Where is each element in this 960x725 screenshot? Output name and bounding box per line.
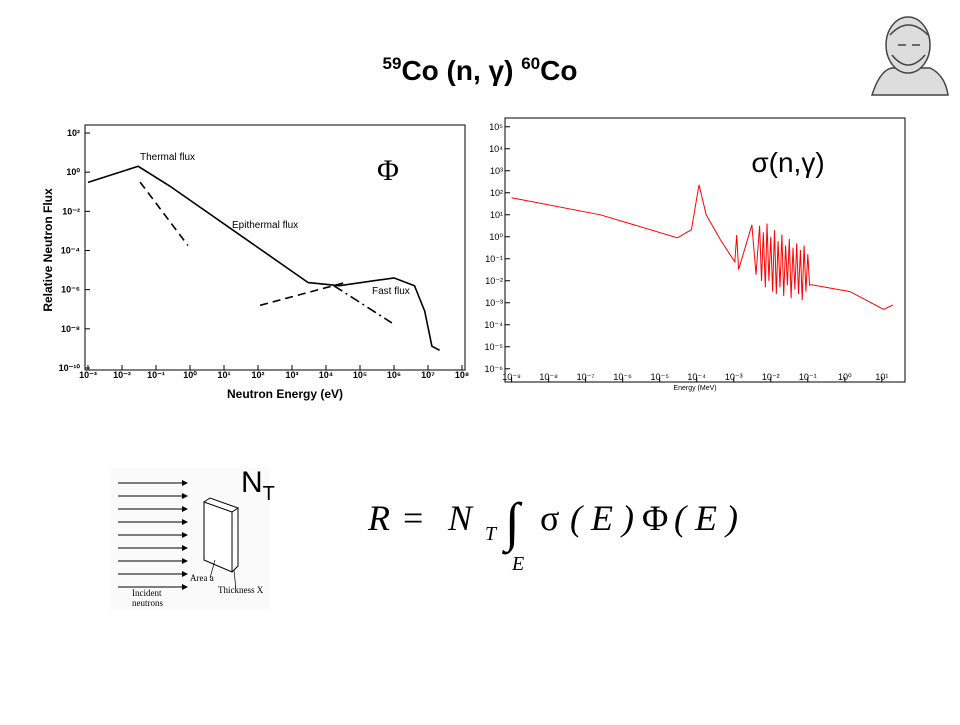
y-tick-label: 10⁻¹⁰ — [59, 363, 81, 373]
formula-phi: Φ — [642, 498, 668, 538]
formula-arg: ( E ) — [674, 498, 738, 538]
y-tick-label: 10⁰ — [489, 232, 503, 242]
plot-frame — [504, 117, 906, 383]
x-tick-label: 10⁻⁵ — [650, 372, 669, 382]
arrows — [118, 482, 182, 588]
x-tick-label: 10⁻⁶ — [613, 372, 632, 382]
slide-title: 59Co (n, γ) 60Co — [383, 54, 578, 86]
formula-arg: ( E ) — [570, 498, 634, 538]
target-subscript: T — [263, 483, 275, 505]
x-tick-label: 10⁸ — [455, 370, 469, 380]
y-tick-label: 10² — [490, 188, 503, 198]
y-tick-label: 10¹ — [490, 210, 503, 220]
formula-lhs: R — [367, 498, 390, 538]
x-tick-label: 10¹ — [217, 370, 230, 380]
y-tick-label: 10⁵ — [489, 122, 503, 132]
formula-lower: E — [511, 553, 524, 575]
annotation: Fast flux — [372, 286, 410, 297]
x-tick-label: 10¹ — [875, 372, 888, 382]
x-tick-label: 10⁻² — [762, 372, 780, 382]
x-tick-label: 10⁴ — [319, 370, 333, 380]
thickness-label: Thickness X — [218, 585, 264, 595]
x-tick-label: 10⁵ — [353, 370, 367, 380]
formula: R = N T ∫ E σ ( E ) Φ ( E ) — [367, 492, 738, 575]
chart-symbol: Φ — [377, 154, 399, 187]
x-tick-label: 10⁶ — [387, 370, 401, 380]
mass-number: 60 — [521, 54, 540, 73]
target-label: NT — [241, 466, 275, 505]
x-tick-label: 10⁻¹ — [147, 370, 165, 380]
x-axis-title: Neutron Energy (eV) — [227, 387, 343, 401]
x-tick-label: 10⁻¹ — [799, 372, 817, 382]
title-text: Co (n, γ) — [401, 55, 521, 86]
y-tick-label: 10⁻⁴ — [484, 320, 503, 330]
y-tick-label: 10⁰ — [66, 167, 80, 177]
formula-sub: T — [485, 523, 498, 545]
x-tick-label: 10⁻⁹ — [502, 372, 521, 382]
neutron-diagram: Area a Thickness X Incident neutrons NT — [110, 466, 275, 610]
x-tick-label: 10⁰ — [183, 370, 197, 380]
bust-icon — [870, 16, 949, 96]
x-tick-label: 10⁷ — [421, 370, 435, 380]
annotation: Epithermal flux — [232, 220, 298, 231]
formula-sigma: σ — [540, 498, 559, 538]
chart-symbol: σ(n,γ) — [751, 147, 824, 178]
x-tick-label: 10⁻³ — [79, 370, 97, 380]
formula-integral: ∫ — [502, 492, 523, 555]
incident-label: neutrons — [132, 598, 163, 608]
y-axis-title: Relative Neutron Flux — [41, 188, 55, 312]
x-tick-label: 10² — [251, 370, 264, 380]
x-tick-label: 10⁻⁴ — [687, 372, 706, 382]
y-tick-label: 10⁻¹ — [485, 254, 503, 264]
y-tick-label: 10⁻⁶ — [61, 285, 80, 295]
leader-lines — [209, 559, 237, 591]
data-line — [259, 281, 346, 307]
y-tick-label: 10² — [67, 128, 80, 138]
y-tick-label: 10⁻³ — [485, 298, 503, 308]
diagram-background — [110, 468, 270, 610]
y-tick-label: 10³ — [490, 166, 503, 176]
mass-number: 59 — [383, 54, 402, 73]
x-axis-title: Energy (MeV) — [673, 385, 716, 392]
title-text: Co — [540, 55, 577, 86]
data-line — [139, 181, 189, 246]
plot-frame — [84, 124, 466, 371]
x-tick-label: 10³ — [285, 370, 298, 380]
formula-eq: = — [403, 498, 423, 538]
formula-n: N — [447, 498, 474, 538]
incident-label: Incident — [132, 588, 162, 598]
x-tick-label: 10⁰ — [838, 372, 852, 382]
charts: 10⁻³ 10⁻² 10⁻¹ 10⁰ 10¹ 10² 10³ 10⁴ 10⁵ 10⁶ 10⁷ 10⁸ 1… — [41, 117, 906, 401]
x-tick-label: 10⁻³ — [725, 372, 743, 382]
x-tick-label: 10⁻⁸ — [539, 372, 558, 382]
y-tick-label: 10⁻⁴ — [61, 246, 80, 256]
y-tick-label: 10⁻⁵ — [485, 342, 504, 352]
arrow-heads — [182, 480, 188, 590]
y-tick-label: 10⁻² — [62, 206, 80, 216]
y-tick-label: 10⁻⁶ — [485, 364, 504, 374]
y-tick-label: 10⁴ — [489, 144, 503, 154]
annotation: Thermal flux — [140, 152, 195, 163]
data-line — [333, 285, 393, 324]
x-tick-label: 10⁻⁷ — [577, 372, 595, 382]
x-tick-label: 10⁻² — [113, 370, 131, 380]
area-label: Area a — [190, 573, 214, 583]
data-line — [511, 184, 894, 310]
target-symbol: N — [241, 466, 263, 499]
y-tick-label: 10⁻⁸ — [61, 324, 80, 334]
y-tick-label: 10⁻² — [485, 276, 503, 286]
data-line — [87, 165, 440, 352]
